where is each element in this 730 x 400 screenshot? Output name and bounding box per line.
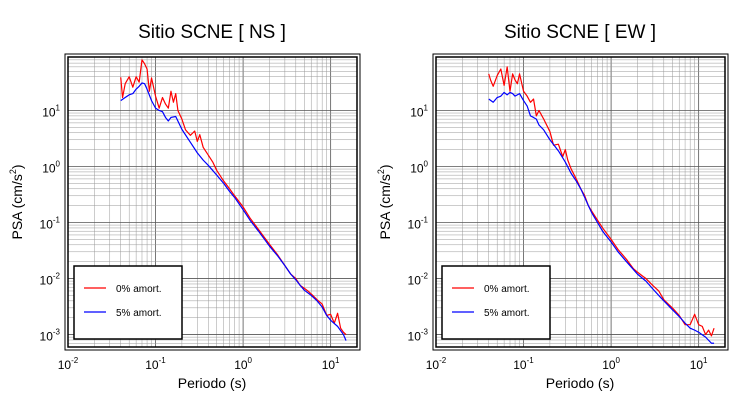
x-tick-label: 10-2 (426, 356, 447, 372)
x-tick-label: 10-1 (145, 356, 166, 372)
x-tick-label: 100 (234, 356, 252, 372)
y-axis-label-main: PSA (cm/s (9, 174, 25, 239)
plot-border (67, 56, 358, 348)
y-axis-label-tail: ) (377, 164, 393, 169)
x-axis-label: Periodo (s) (178, 375, 246, 391)
series-line-amort-5 (488, 91, 715, 344)
y-tick-label: 100 (410, 160, 428, 176)
axis-frame-outer (64, 53, 361, 351)
x-tick-label: 101 (322, 356, 340, 372)
y-axis-label-sup: 2 (8, 169, 18, 174)
y-tick-labels: 10-3 10-2 10-1 100 101 (40, 104, 61, 344)
x-tick-label: 100 (602, 356, 620, 372)
axis-frame-outer (432, 53, 729, 351)
x-tick-label: 101 (690, 356, 708, 372)
y-tick-label: 10-1 (40, 216, 61, 232)
legend-box (73, 265, 183, 340)
y-tick-labels: 10-3 10-2 10-1 100 101 (408, 104, 429, 344)
chart-title: Sitio SCNE [ NS ] (138, 22, 286, 43)
legend: 0% amort. 5% amort. (73, 265, 183, 340)
y-axis-label-main: PSA (cm/s (377, 174, 393, 239)
chart-title: Sitio SCNE [ EW ] (504, 22, 656, 43)
y-axis-label: PSA (cm/s2) (8, 164, 25, 239)
y-tick-label: 101 (42, 104, 60, 120)
legend-label-0: 0% amort. (116, 284, 162, 295)
x-axis-label: Periodo (s) (546, 375, 614, 391)
y-tick-label: 10-1 (408, 216, 429, 232)
y-axis-label-sup: 2 (376, 169, 386, 174)
y-tick-label: 10-2 (40, 272, 61, 288)
chart-panel-ew: Sitio SCNE [ EW ] Periodo (s) PSA (cm/s2… (376, 22, 729, 391)
x-tick-label: 10-2 (58, 356, 79, 372)
legend-label-0: 0% amort. (484, 284, 530, 295)
series-line-amort-5 (120, 82, 347, 341)
y-tick-label: 10-3 (408, 328, 429, 344)
y-tick-label: 10-3 (40, 328, 61, 344)
axes-frame (432, 53, 729, 351)
y-tick-label: 101 (410, 104, 428, 120)
y-axis-label: PSA (cm/s2) (376, 164, 393, 239)
series-line-amort-0 (120, 59, 347, 336)
x-tick-labels: 10-2 10-1 100 101 (426, 356, 708, 372)
x-tick-labels: 10-2 10-1 100 101 (58, 356, 340, 372)
legend-box (441, 265, 551, 340)
chart-panel-ns: Sitio SCNE [ NS ] Periodo (s) PSA (cm/s2… (8, 22, 361, 391)
y-tick-label: 10-2 (408, 272, 429, 288)
axes-frame (64, 53, 361, 351)
legend-label-1: 5% amort. (484, 308, 530, 319)
x-tick-label: 10-1 (513, 356, 534, 372)
plot-border (435, 56, 726, 348)
y-tick-label: 100 (42, 160, 60, 176)
y-axis-label-tail: ) (9, 164, 25, 169)
legend: 0% amort. 5% amort. (441, 265, 551, 340)
legend-label-1: 5% amort. (116, 308, 162, 319)
